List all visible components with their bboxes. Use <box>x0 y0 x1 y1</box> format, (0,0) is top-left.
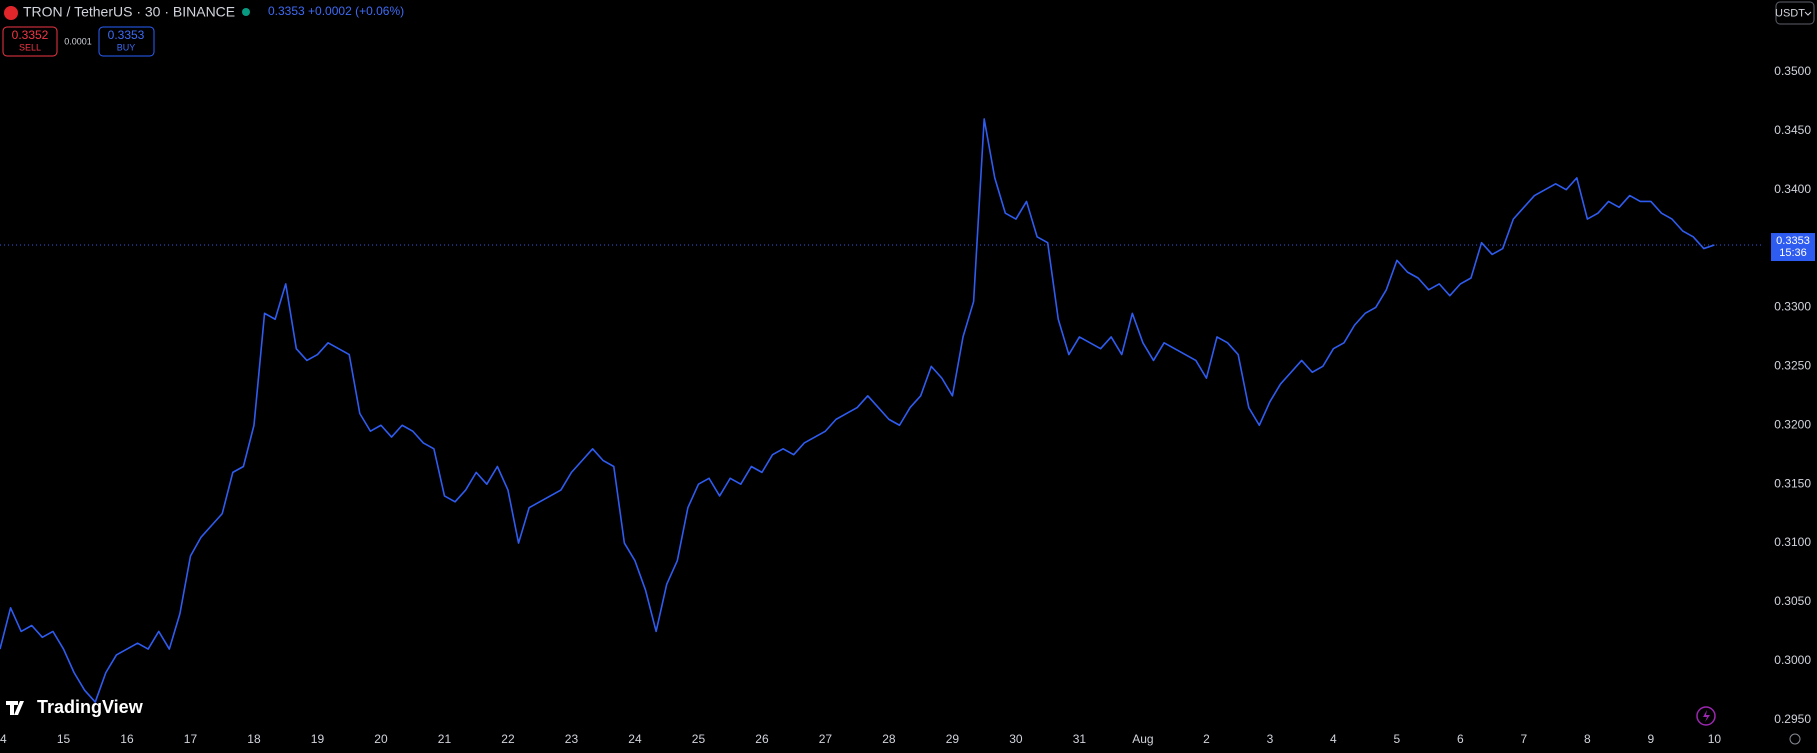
brand: TradingView <box>37 697 144 717</box>
y-tick-label: 0.3450 <box>1774 123 1811 137</box>
x-tick-label: 16 <box>120 732 134 746</box>
y-tick-label: 0.3150 <box>1774 476 1811 490</box>
buy-button[interactable] <box>98 26 155 57</box>
x-tick-label: 6 <box>1457 732 1464 746</box>
countdown: 15:36 <box>1779 247 1807 259</box>
x-tick-label: 3 <box>1267 732 1274 746</box>
last-price-box <box>1771 233 1815 262</box>
x-tick-label: 19 <box>311 732 325 746</box>
x-tick-label: 23 <box>565 732 579 746</box>
x-tick-label: 24 <box>628 732 642 746</box>
x-tick-label: 15 <box>57 732 71 746</box>
y-tick-label: 0.3300 <box>1774 300 1811 314</box>
settings-button[interactable] <box>1789 733 1801 745</box>
y-tick-label: 0.3200 <box>1774 417 1811 431</box>
status-dot <box>242 8 250 16</box>
y-tick-label: 0.3050 <box>1774 594 1811 608</box>
spread: 0.0001 <box>64 36 92 46</box>
x-tick-label: 7 <box>1521 732 1528 746</box>
y-tick-label: 0.3000 <box>1774 653 1811 667</box>
x-tick-label: 30 <box>1009 732 1023 746</box>
y-tick-label: 0.3500 <box>1774 64 1811 78</box>
x-tick-label: 2 <box>1203 732 1210 746</box>
x-tick-label: 29 <box>946 732 960 746</box>
currency-button[interactable] <box>1775 1 1815 25</box>
x-tick-label: 14 <box>0 732 7 746</box>
quote: 0.3353 +0.0002 (+0.06%) <box>268 4 404 18</box>
x-tick-label: 21 <box>438 732 452 746</box>
sell-price[interactable]: 0.3352 <box>12 28 49 42</box>
brand-logo <box>6 701 24 715</box>
last-price-label: 0.3353 <box>1776 235 1810 247</box>
x-tick-label: 22 <box>501 732 515 746</box>
y-tick-label: 0.3250 <box>1774 359 1811 373</box>
x-tick-label: 31 <box>1073 732 1087 746</box>
y-tick-label: 0.2950 <box>1774 712 1811 726</box>
x-tick-label: 25 <box>692 732 706 746</box>
price-line <box>0 118 1715 703</box>
buy-price[interactable]: 0.3353 <box>108 28 145 42</box>
currency-label[interactable]: USDT <box>1775 7 1805 19</box>
x-tick-label: 10 <box>1708 732 1722 746</box>
sell-button[interactable] <box>2 26 58 57</box>
y-tick-label: 0.3100 <box>1774 535 1811 549</box>
lightning-icon <box>1703 710 1710 722</box>
x-tick-label: 8 <box>1584 732 1591 746</box>
buy-label[interactable]: BUY <box>117 42 136 52</box>
y-tick-label: 0.3400 <box>1774 182 1811 196</box>
x-tick-label: 28 <box>882 732 896 746</box>
x-tick-label: 20 <box>374 732 388 746</box>
x-tick-label: 26 <box>755 732 769 746</box>
x-tick-label: 5 <box>1394 732 1401 746</box>
sell-label[interactable]: SELL <box>19 42 41 52</box>
x-tick-label: 18 <box>247 732 261 746</box>
lightning-button[interactable] <box>1696 706 1716 726</box>
x-tick-label: 9 <box>1648 732 1655 746</box>
x-tick-label: 17 <box>184 732 198 746</box>
x-tick-label: 4 <box>1330 732 1337 746</box>
currency-caret <box>1804 11 1812 16</box>
x-tick-label: 27 <box>819 732 833 746</box>
plot-area <box>0 118 1762 703</box>
coin-icon <box>4 6 18 20</box>
chart-title: TRON / TetherUS · 30 · BINANCE <box>23 4 235 20</box>
x-tick-label: Aug <box>1132 732 1153 746</box>
